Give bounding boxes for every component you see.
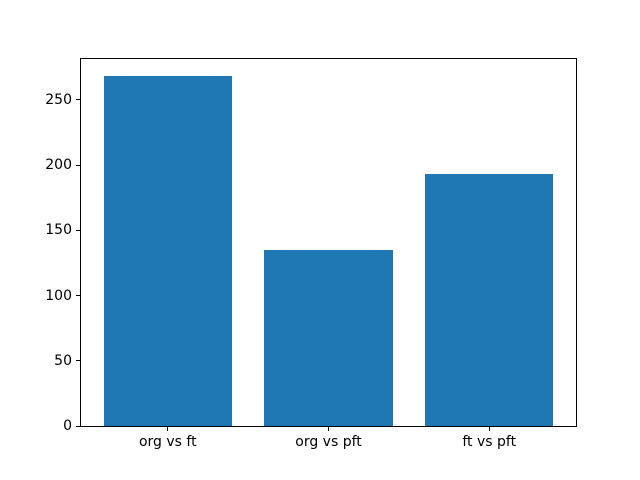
bar-ft-vs-pft <box>424 174 554 426</box>
y-tick-mark <box>76 229 80 231</box>
plot-area <box>80 58 577 427</box>
y-tick-label: 100 <box>45 287 72 304</box>
y-tick-label: 50 <box>54 352 72 369</box>
bar-org-vs-pft <box>264 249 393 426</box>
y-tick-mark <box>76 164 80 166</box>
x-tick-label-org-vs-pft: org vs pft <box>295 434 362 450</box>
y-tick-mark <box>76 99 80 101</box>
y-tick-mark <box>76 360 80 362</box>
y-tick-label: 0 <box>63 418 72 434</box>
y-tick-mark <box>76 425 80 427</box>
x-tick-mark <box>488 427 490 431</box>
y-tick-label: 150 <box>45 222 72 239</box>
x-tick-label-ft-vs-pft: ft vs pft <box>462 434 517 450</box>
x-tick-mark <box>167 427 169 431</box>
y-tick-label: 200 <box>45 157 72 174</box>
y-tick-mark <box>76 295 80 297</box>
x-tick-label-org-vs-ft: org vs ft <box>138 434 197 450</box>
y-tick-label: 250 <box>45 91 72 108</box>
bar-org-vs-ft <box>103 76 233 426</box>
x-tick-mark <box>328 427 329 431</box>
